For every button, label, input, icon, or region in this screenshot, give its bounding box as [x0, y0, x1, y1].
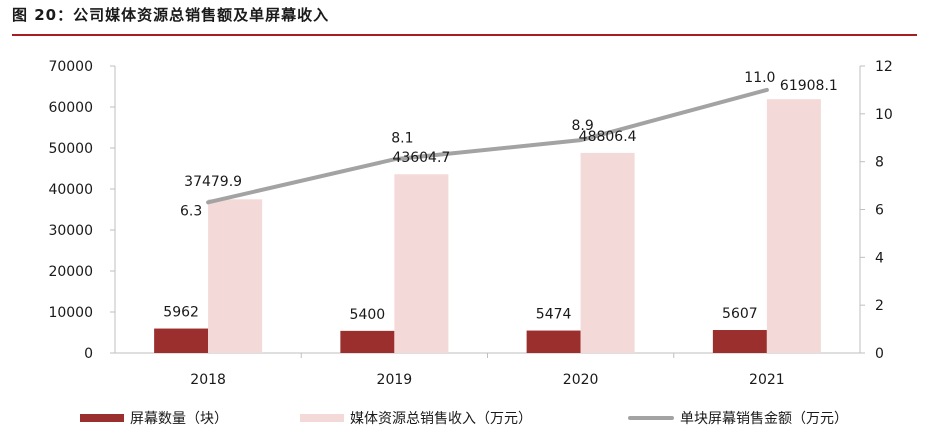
- legend-item-screens: 屏幕数量（块）: [80, 408, 228, 428]
- chart-title: 图 20：公司媒体资源总销售额及单屏幕收入: [12, 6, 330, 24]
- data-label-per-screen: 8.9: [571, 118, 593, 134]
- y-left-tick-label: 40000: [48, 182, 93, 198]
- legend-label-revenue: 媒体资源总销售收入（万元）: [350, 411, 532, 427]
- data-label-screens: 5474: [536, 307, 572, 323]
- y-left-tick-label: 60000: [48, 100, 93, 116]
- legend-swatch-screens: [80, 414, 124, 422]
- legend-line-per-screen: [628, 416, 674, 420]
- x-tick-label: 2021: [749, 372, 785, 388]
- bar-revenue: [766, 99, 821, 353]
- y-right-tick-label: 2: [875, 298, 884, 314]
- data-label-screens: 5962: [163, 305, 199, 321]
- y-left-tick-label: 20000: [48, 264, 93, 280]
- legend-item-per-screen: 单块屏幕销售金额（万元）: [628, 408, 848, 428]
- data-label-revenue: 61908.1: [780, 78, 838, 94]
- y-right-tick-label: 10: [875, 107, 893, 123]
- bar-screens: [340, 330, 395, 353]
- y-left-tick-label: 10000: [48, 305, 93, 321]
- y-left-tick-label: 30000: [48, 223, 93, 239]
- data-label-revenue: 48806.4: [579, 129, 637, 145]
- combo-chart: 0 10000 20000 30000 40000 50000 60000 70000 0 2 4 6…: [48, 59, 893, 388]
- legend-label-per-screen: 单块屏幕销售金额（万元）: [680, 411, 848, 427]
- legend-item-revenue: 媒体资源总销售收入（万元）: [300, 408, 532, 428]
- y-left-tick-label: 70000: [48, 59, 93, 75]
- legend-label-screens: 屏幕数量（块）: [130, 411, 228, 427]
- x-tick-label: 2019: [377, 372, 413, 388]
- data-label-revenue: 43604.7: [392, 150, 450, 166]
- legend: 屏幕数量（块） 媒体资源总销售收入（万元） 单块屏幕销售金额（万元）: [0, 408, 927, 432]
- x-tick-label: 2018: [190, 372, 226, 388]
- bar-revenue: [394, 174, 449, 353]
- title-divider: [12, 34, 917, 36]
- legend-swatch-revenue: [300, 414, 344, 422]
- data-label-screens: 5400: [350, 307, 386, 323]
- bar-screens: [526, 330, 581, 353]
- bar-screens: [712, 330, 767, 353]
- y-right-tick-label: 8: [875, 155, 884, 171]
- data-label-per-screen: 8.1: [391, 130, 413, 146]
- bar-screens: [154, 328, 209, 353]
- y-left-tick-label: 50000: [48, 141, 93, 157]
- y-right-tick-label: 0: [875, 346, 884, 362]
- data-label-screens: 5607: [722, 306, 758, 322]
- y-right-tick-label: 6: [875, 203, 884, 219]
- data-label-per-screen: 6.3: [180, 203, 202, 219]
- y-right-tick-label: 12: [875, 59, 893, 75]
- y-right-tick-label: 4: [875, 250, 884, 266]
- bar-revenue: [208, 199, 263, 353]
- x-tick-label: 2020: [563, 372, 599, 388]
- data-label-revenue: 37479.9: [184, 174, 242, 190]
- y-left-tick-label: 0: [84, 346, 93, 362]
- line-per-screen: [206, 87, 769, 205]
- data-label-per-screen: 11.0: [744, 70, 775, 86]
- bar-revenue: [580, 152, 635, 353]
